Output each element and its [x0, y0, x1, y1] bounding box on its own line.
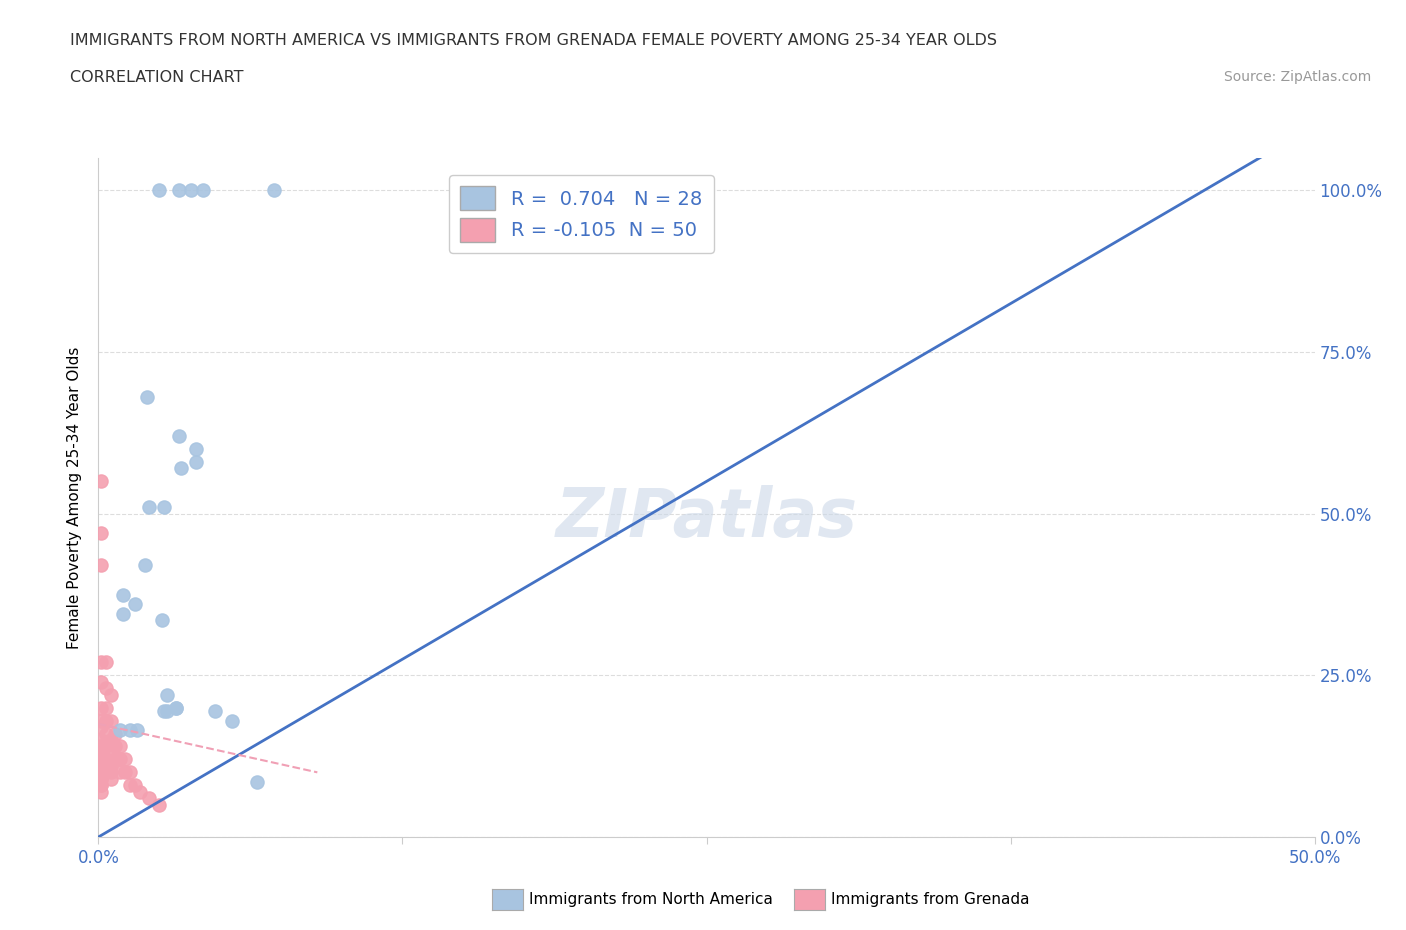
Point — [90, 771, 112, 786]
Point — [165, 700, 187, 715]
Point — [153, 499, 176, 514]
Point — [155, 687, 177, 702]
Point — [204, 703, 226, 718]
Point — [90, 752, 112, 767]
Point — [111, 606, 134, 621]
Point — [111, 587, 134, 602]
Text: ZIPatlas: ZIPatlas — [555, 485, 858, 551]
Point — [104, 739, 127, 754]
Point — [118, 777, 141, 792]
Point — [100, 759, 122, 774]
Point — [124, 597, 146, 612]
Point — [90, 713, 112, 728]
Point — [94, 726, 117, 741]
Point — [245, 775, 267, 790]
Point — [90, 771, 112, 786]
Point — [263, 183, 285, 198]
Point — [110, 739, 132, 754]
Text: IMMIGRANTS FROM NORTH AMERICA VS IMMIGRANTS FROM GRENADA FEMALE POVERTY AMONG 25: IMMIGRANTS FROM NORTH AMERICA VS IMMIGRA… — [70, 33, 997, 47]
Point — [100, 764, 122, 779]
Point — [100, 713, 122, 728]
Text: Immigrants from Grenada: Immigrants from Grenada — [831, 892, 1029, 907]
Point — [104, 726, 127, 741]
Point — [148, 183, 170, 198]
Point — [118, 764, 141, 779]
Point — [100, 733, 122, 748]
Point — [90, 784, 112, 799]
Point — [167, 429, 190, 444]
Point — [90, 746, 112, 761]
Point — [90, 759, 112, 774]
Point — [153, 703, 176, 718]
Point — [180, 183, 202, 198]
Point — [104, 752, 127, 767]
Point — [136, 390, 159, 405]
Legend: R =  0.704   N = 28, R = -0.105  N = 50: R = 0.704 N = 28, R = -0.105 N = 50 — [449, 175, 714, 253]
Point — [90, 739, 112, 754]
Point — [138, 499, 160, 514]
Text: CORRELATION CHART: CORRELATION CHART — [70, 70, 243, 85]
Point — [165, 700, 187, 715]
Point — [94, 700, 117, 715]
Point — [150, 613, 173, 628]
Point — [90, 777, 112, 792]
Y-axis label: Female Poverty Among 25-34 Year Olds: Female Poverty Among 25-34 Year Olds — [67, 346, 83, 649]
Point — [167, 183, 190, 198]
Point — [170, 461, 193, 476]
Point — [90, 700, 112, 715]
Point — [184, 442, 207, 457]
Point — [90, 525, 112, 540]
Point — [90, 733, 112, 748]
Point — [94, 764, 117, 779]
Point — [94, 752, 117, 767]
Point — [94, 739, 117, 754]
Point — [90, 777, 112, 792]
Point — [90, 674, 112, 689]
Point — [90, 474, 112, 489]
Point — [148, 797, 170, 812]
Point — [118, 723, 141, 737]
Point — [100, 771, 122, 786]
Point — [134, 558, 156, 573]
Point — [110, 764, 132, 779]
Point — [155, 703, 177, 718]
Point — [184, 455, 207, 470]
Point — [127, 723, 149, 737]
Point — [90, 720, 112, 735]
Point — [128, 784, 150, 799]
Point — [90, 558, 112, 573]
Point — [94, 713, 117, 728]
Text: Immigrants from North America: Immigrants from North America — [529, 892, 772, 907]
Point — [94, 655, 117, 670]
Point — [90, 764, 112, 779]
Point — [100, 746, 122, 761]
Text: Source: ZipAtlas.com: Source: ZipAtlas.com — [1223, 70, 1371, 84]
Point — [138, 790, 160, 805]
Point — [94, 681, 117, 696]
Point — [191, 183, 214, 198]
Point — [221, 713, 243, 728]
Point — [100, 687, 122, 702]
Point — [114, 764, 136, 779]
Point — [90, 764, 112, 779]
Point — [90, 655, 112, 670]
Point — [124, 777, 146, 792]
Point — [110, 752, 132, 767]
Point — [114, 752, 136, 767]
Point — [110, 723, 132, 737]
Point — [90, 746, 112, 761]
